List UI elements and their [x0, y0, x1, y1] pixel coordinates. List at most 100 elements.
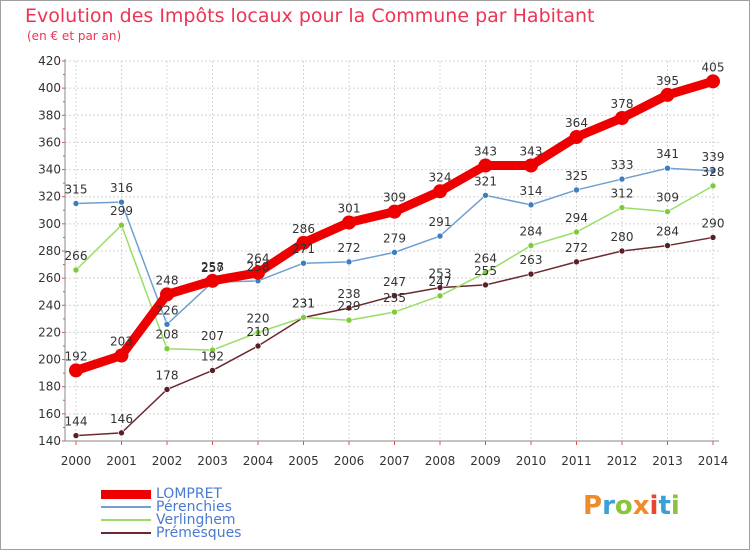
data-point — [69, 363, 83, 378]
data-label: 238 — [338, 287, 361, 301]
data-label: 257 — [201, 261, 224, 275]
y-tick-label: 360 — [38, 135, 61, 149]
legend-swatch — [101, 489, 151, 499]
data-point — [709, 234, 717, 241]
data-point — [163, 386, 171, 393]
data-point — [345, 304, 353, 312]
data-point — [573, 228, 580, 236]
data-point — [296, 235, 311, 250]
data-label: 178 — [156, 368, 179, 382]
y-tick-label: 400 — [38, 81, 61, 95]
data-point — [254, 342, 262, 350]
data-point — [660, 87, 675, 102]
data-label: 192 — [201, 349, 224, 363]
data-point — [573, 258, 580, 266]
data-point — [436, 292, 444, 300]
data-label: 321 — [474, 174, 497, 188]
legend-label: LOMPRET — [156, 486, 222, 502]
data-point — [527, 242, 535, 249]
data-label: 299 — [110, 204, 133, 218]
data-label: 341 — [656, 147, 679, 161]
data-label: 378 — [611, 97, 634, 111]
x-tick-label: 2006 — [334, 454, 365, 468]
data-point — [664, 164, 671, 172]
data-point — [527, 270, 535, 278]
data-point — [573, 186, 580, 194]
y-tick-label: 380 — [38, 108, 61, 122]
logo-letter: i — [649, 491, 659, 521]
data-point — [160, 287, 174, 302]
legend-item: Prémesques — [101, 525, 241, 541]
data-label: 316 — [110, 181, 133, 195]
data-point — [387, 204, 402, 219]
data-label: 264 — [474, 252, 497, 266]
data-label: 226 — [156, 303, 179, 317]
logo-letter: r — [602, 491, 615, 521]
data-label: 210 — [247, 325, 270, 339]
data-label: 339 — [702, 150, 725, 164]
y-tick-label: 280 — [38, 244, 61, 258]
data-point — [209, 367, 216, 374]
data-point — [706, 74, 720, 89]
x-tick-label: 2005 — [288, 454, 319, 468]
legend-label: Verlinghem — [156, 512, 236, 528]
data-label: 280 — [611, 230, 634, 244]
legend-item: Verlinghem — [101, 512, 236, 528]
data-point — [618, 175, 626, 183]
data-point — [205, 273, 220, 288]
data-point — [118, 198, 125, 206]
data-point — [300, 314, 307, 321]
logo-letter: i — [670, 491, 680, 521]
data-label: 343 — [474, 145, 497, 159]
x-tick-label: 2013 — [652, 454, 683, 468]
x-tick-label: 2009 — [470, 454, 501, 468]
data-label: 229 — [338, 299, 361, 313]
data-point — [482, 281, 489, 289]
data-label: 203 — [110, 335, 133, 349]
data-point — [254, 329, 262, 336]
data-point — [251, 265, 265, 280]
data-label: 309 — [383, 191, 406, 205]
logo-letter: o — [614, 491, 633, 521]
data-label: 247 — [429, 275, 452, 289]
data-label: 291 — [429, 215, 452, 229]
data-label: 208 — [156, 328, 179, 342]
data-label: 231 — [292, 297, 315, 311]
y-tick-label: 300 — [38, 217, 61, 231]
data-label: 272 — [565, 241, 588, 255]
data-point — [72, 200, 80, 207]
data-point — [345, 258, 353, 266]
data-label: 144 — [65, 415, 88, 429]
y-tick-label: 340 — [38, 163, 61, 177]
data-label: 271 — [292, 242, 315, 256]
y-tick-label: 260 — [38, 271, 61, 285]
x-tick-label: 2002 — [152, 454, 183, 468]
data-label: 231 — [292, 297, 315, 311]
data-point — [664, 208, 671, 215]
data-point — [163, 345, 171, 353]
y-tick-label: 240 — [38, 298, 61, 312]
data-label: 263 — [520, 253, 543, 267]
x-tick-label: 2014 — [698, 454, 729, 468]
x-tick-label: 2001 — [106, 454, 137, 468]
data-point — [436, 232, 444, 240]
y-tick-label: 180 — [38, 380, 61, 394]
x-tick-label: 2010 — [516, 454, 547, 468]
data-label: 264 — [247, 252, 270, 266]
line-chart: 140 160 180 200 220 240 260 280 300 320 340 360 380 4… — [38, 54, 729, 468]
data-point — [391, 292, 398, 300]
data-point — [615, 111, 629, 125]
data-label: 333 — [611, 158, 634, 172]
data-label: 146 — [110, 412, 133, 426]
data-point — [209, 346, 216, 354]
data-point — [163, 320, 171, 328]
chart-subtitle: (en € et par an) — [27, 29, 122, 43]
data-point — [342, 215, 356, 230]
data-point — [482, 192, 489, 199]
data-point — [569, 130, 584, 144]
data-point — [391, 308, 398, 316]
data-point — [433, 184, 447, 199]
data-point — [436, 284, 444, 291]
data-label: 279 — [383, 231, 406, 245]
